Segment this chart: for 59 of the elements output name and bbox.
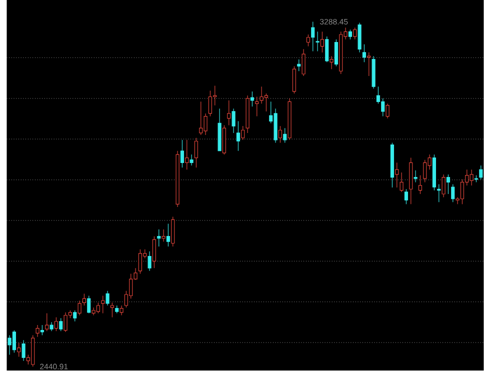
candlestick	[278, 126, 282, 144]
candlestick	[236, 121, 240, 152]
candlestick	[250, 91, 254, 108]
candlestick	[404, 189, 408, 205]
candlestick	[292, 66, 296, 94]
candlestick	[306, 34, 310, 47]
candlestick	[87, 296, 91, 314]
candlestick	[362, 44, 366, 63]
candlestick	[400, 172, 404, 193]
candlestick	[334, 39, 338, 67]
candlestick	[101, 296, 105, 314]
candlestick	[22, 340, 26, 362]
candlestick	[479, 165, 483, 180]
candlestick	[320, 32, 324, 53]
candlestick	[446, 174, 450, 195]
candlestick	[120, 305, 124, 316]
candlestick	[316, 32, 320, 52]
candlestick	[171, 216, 175, 248]
candlestick	[106, 290, 110, 306]
candlestick	[386, 104, 390, 119]
candlestick	[157, 229, 161, 248]
candlestick	[194, 138, 198, 168]
candlestick	[232, 108, 236, 134]
candlestick	[227, 100, 231, 126]
candlestick	[414, 170, 418, 183]
candlestick	[442, 174, 446, 198]
candlestick	[82, 294, 86, 306]
candlestick	[330, 56, 334, 70]
candlestick	[78, 300, 82, 316]
candlestick	[395, 162, 399, 188]
candlestick	[283, 128, 287, 144]
candlestick	[17, 342, 21, 358]
candlestick	[110, 302, 114, 318]
candlestick	[451, 184, 455, 203]
candlestick	[348, 30, 352, 40]
candlestick	[311, 22, 315, 52]
candlestick	[180, 140, 184, 168]
candlestick	[353, 28, 357, 40]
candlestick	[190, 154, 194, 166]
candlestick	[36, 324, 40, 338]
candlestick	[325, 36, 329, 63]
candlestick	[40, 324, 44, 336]
candlestick	[166, 224, 170, 248]
candlestick	[73, 310, 77, 322]
candlestick	[208, 90, 212, 117]
candlestick	[241, 126, 245, 140]
candlestick	[54, 317, 58, 332]
candlestick	[138, 249, 142, 274]
candlestick	[148, 251, 152, 272]
candlestick	[152, 236, 156, 269]
candlestick	[185, 140, 189, 170]
candlestick	[460, 179, 464, 205]
candlestick	[255, 96, 259, 117]
candlestick	[45, 313, 49, 332]
candlestick	[418, 175, 422, 195]
candlestick	[297, 59, 301, 72]
candlestick	[162, 229, 166, 242]
candlestick	[59, 318, 63, 332]
candlestick	[302, 49, 306, 77]
